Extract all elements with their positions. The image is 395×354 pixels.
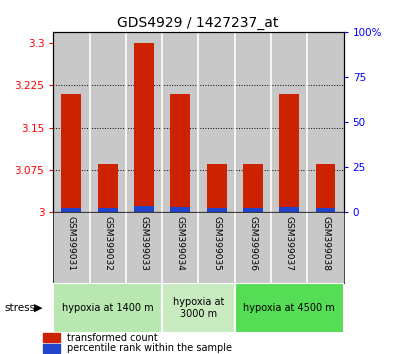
Text: GSM399031: GSM399031 [67,216,76,271]
Bar [207,165,227,212]
Bar [90,32,126,212]
Text: GDS4929 / 1427237_at: GDS4929 / 1427237_at [117,16,278,30]
Text: GSM399034: GSM399034 [176,216,185,271]
Text: GSM399035: GSM399035 [212,216,221,271]
Text: hypoxia at 1400 m: hypoxia at 1400 m [62,303,154,313]
Text: GSM399038: GSM399038 [321,216,330,271]
Bar [62,94,81,212]
Bar [98,208,118,212]
Text: stress: stress [4,303,35,313]
Bar [162,32,199,212]
Bar [316,165,335,212]
Bar [235,283,344,333]
Bar [53,32,90,212]
Bar [170,94,190,212]
Bar [126,32,162,212]
Text: hypoxia at
3000 m: hypoxia at 3000 m [173,297,224,319]
Text: ▶: ▶ [34,303,42,313]
Bar [279,94,299,212]
Bar [43,333,60,342]
Bar [134,43,154,212]
Bar [271,32,307,212]
Bar [235,32,271,212]
Bar [170,207,190,212]
Bar [243,165,263,212]
Bar [307,32,344,212]
Bar [199,32,235,212]
Text: GSM399032: GSM399032 [103,216,112,271]
Bar [279,207,299,212]
Bar [134,206,154,212]
Text: GSM399033: GSM399033 [139,216,149,271]
Text: percentile rank within the sample: percentile rank within the sample [67,343,232,354]
Bar [162,283,235,333]
Bar [62,209,81,212]
Text: GSM399036: GSM399036 [248,216,258,271]
Bar [316,208,335,212]
Bar [207,208,227,212]
Bar [43,344,60,353]
Text: hypoxia at 4500 m: hypoxia at 4500 m [243,303,335,313]
Text: GSM399037: GSM399037 [285,216,294,271]
Bar [243,208,263,212]
Text: transformed count: transformed count [67,333,158,343]
Bar [98,165,118,212]
Bar [53,283,162,333]
